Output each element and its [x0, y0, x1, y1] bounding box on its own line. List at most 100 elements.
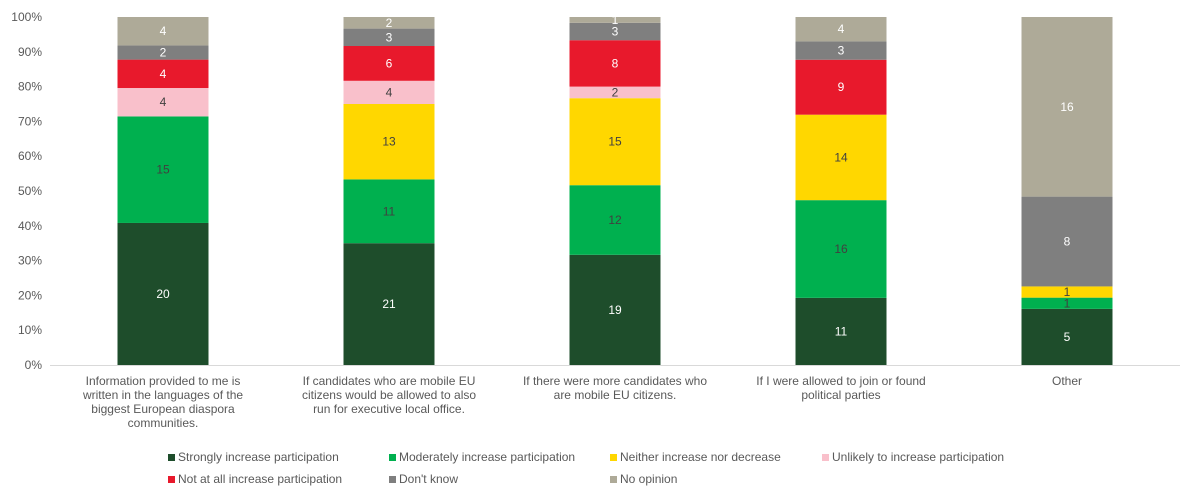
bar-segment — [343, 104, 435, 180]
bar-segment — [795, 200, 887, 298]
bar-segment — [795, 297, 887, 365]
bar-segment — [569, 22, 661, 41]
category-label-line: communities. — [128, 416, 199, 430]
data-label: 4 — [838, 22, 845, 36]
data-label: 8 — [612, 56, 619, 70]
data-label: 11 — [383, 204, 396, 218]
bar-segment — [343, 28, 435, 46]
bar-segment — [795, 114, 887, 201]
legend-label: Moderately increase participation — [399, 450, 575, 464]
legend: Strongly increase participation Moderatel… — [168, 450, 1004, 486]
y-tick-label: 70% — [18, 114, 42, 128]
bar-segment — [117, 116, 209, 223]
data-label: 2 — [386, 16, 393, 30]
data-labels-layer: 2015442421111346321912152831111614934511… — [156, 13, 1074, 344]
category-label-line: If I were allowed to join or found — [756, 374, 925, 388]
bar-segment — [117, 59, 209, 89]
y-tick-label: 60% — [18, 149, 42, 163]
data-label: 11 — [835, 324, 848, 338]
legend-label: Don't know — [399, 472, 458, 486]
category-label-line: are mobile EU citizens. — [554, 388, 677, 402]
legend-swatch — [389, 454, 396, 461]
bar-segment — [569, 98, 661, 186]
legend-label: Strongly increase participation — [178, 450, 339, 464]
category-label-line: run for executive local office. — [313, 402, 465, 416]
bar-segment — [569, 254, 661, 365]
category-label: Other — [1052, 374, 1082, 388]
data-label: 16 — [834, 242, 848, 256]
bar-segment — [569, 17, 661, 23]
category-labels-layer: Information provided to me is written in … — [82, 374, 1082, 430]
data-label: 1 — [1064, 296, 1071, 310]
bar-segment — [117, 88, 209, 117]
bar-segment — [117, 45, 209, 60]
bars-layer — [117, 17, 1113, 365]
data-label: 4 — [386, 85, 393, 99]
bar-segment — [795, 41, 887, 60]
bar-segment — [343, 17, 435, 29]
data-label: 14 — [834, 150, 848, 164]
data-label: 15 — [608, 135, 622, 149]
data-label: 20 — [156, 287, 170, 301]
data-label: 1 — [1064, 285, 1071, 299]
legend-label: Unlikely to increase participation — [832, 450, 1004, 464]
category-label-line: Information provided to me is — [86, 374, 241, 388]
bar-segment — [795, 17, 887, 42]
y-tick-label: 50% — [18, 184, 42, 198]
category-label-line: citizens would be allowed to also — [302, 388, 476, 402]
data-label: 4 — [160, 24, 167, 38]
data-label: 19 — [608, 303, 622, 317]
bar-segment — [569, 40, 661, 87]
y-tick-label: 80% — [18, 80, 42, 94]
legend-swatch — [168, 476, 175, 483]
data-label: 9 — [838, 80, 845, 94]
y-tick-label: 90% — [18, 45, 42, 59]
bar-segment — [569, 86, 661, 99]
y-tick-label: 100% — [11, 10, 42, 24]
bar-segment — [117, 222, 209, 365]
legend-label: No opinion — [620, 472, 677, 486]
legend-swatch — [610, 454, 617, 461]
legend-label: Not at all increase participation — [178, 472, 342, 486]
data-label: 12 — [608, 213, 622, 227]
data-label: 2 — [160, 46, 167, 60]
data-label: 1 — [612, 13, 619, 27]
legend-swatch — [610, 476, 617, 483]
bar-segment — [1021, 17, 1113, 197]
data-label: 8 — [1064, 235, 1071, 249]
data-label: 4 — [160, 67, 167, 81]
y-tick-label: 40% — [18, 219, 42, 233]
data-label: 6 — [386, 56, 393, 70]
bar-segment — [1021, 286, 1113, 298]
data-label: 16 — [1060, 100, 1074, 114]
bar-segment — [343, 243, 435, 365]
data-label: 5 — [1064, 330, 1071, 344]
legend-swatch — [389, 476, 396, 483]
y-tick-label: 20% — [18, 288, 42, 302]
bar-segment — [343, 80, 435, 104]
category-label-line: If there were more candidates who — [523, 374, 707, 388]
data-label: 3 — [386, 30, 393, 44]
y-tick-label: 30% — [18, 254, 42, 268]
axis-layer: 0% 10% 20% 30% 40% 50% 60% 70% 80% 90% 100% — [11, 10, 1180, 372]
data-label: 13 — [382, 135, 396, 149]
category-label-line: written in the languages of the — [82, 388, 243, 402]
category-label: If I were allowed to join or found politi… — [756, 374, 925, 402]
data-label: 15 — [156, 163, 170, 177]
bar-segment — [1021, 196, 1113, 287]
data-label: 3 — [838, 44, 845, 58]
category-label: If candidates who are mobile EU citizens … — [302, 374, 476, 416]
legend-label: Neither increase nor decrease — [620, 450, 781, 464]
legend-swatch — [822, 454, 829, 461]
data-label: 2 — [612, 85, 619, 99]
data-label: 3 — [612, 25, 619, 39]
bar-segment — [1021, 308, 1113, 365]
bar-segment — [569, 185, 661, 255]
data-label: 21 — [382, 297, 396, 311]
category-label-line: Other — [1052, 374, 1082, 388]
y-tick-label: 10% — [18, 323, 42, 337]
category-label: If there were more candidates who are mob… — [523, 374, 707, 402]
category-label-line: political parties — [801, 388, 880, 402]
